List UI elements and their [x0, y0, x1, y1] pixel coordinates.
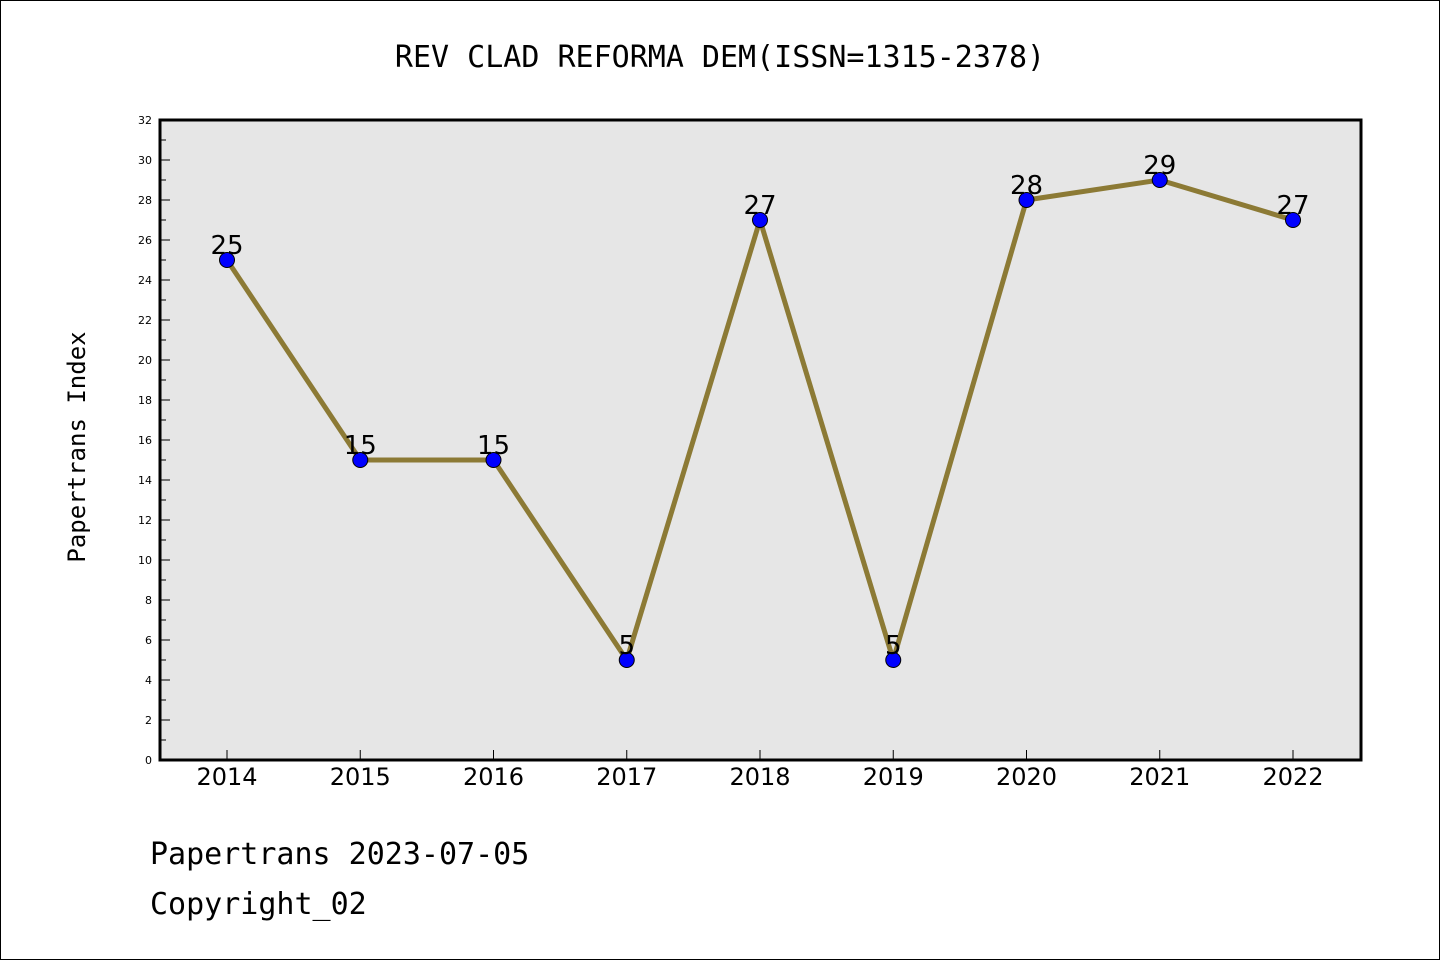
data-label: 15 — [344, 431, 377, 461]
x-axis: 2014 2015 2016 2017 2018 2019 2020 2021 2022 — [196, 750, 1324, 791]
x-tick-label: 2015 — [330, 763, 391, 791]
y-tick-label: 4 — [145, 674, 152, 687]
y-tick-label: 2 — [145, 714, 152, 727]
footer-copyright: Copyright_02 — [150, 887, 367, 922]
y-tick-label: 24 — [138, 274, 152, 287]
series-group — [219, 172, 1301, 668]
y-tick-label: 6 — [145, 634, 152, 647]
data-label: 27 — [1276, 191, 1309, 221]
footer-date: Papertrans 2023-07-05 — [150, 837, 529, 872]
data-label: 29 — [1143, 151, 1176, 181]
chart-title: REV CLAD REFORMA DEM(ISSN=1315-2378) — [395, 40, 1045, 75]
x-tick-label: 2016 — [463, 763, 524, 791]
y-axis-label: Papertrans Index — [63, 331, 91, 562]
data-label: 5 — [885, 631, 902, 661]
x-tick-label: 2017 — [596, 763, 657, 791]
y-tick-label: 12 — [138, 514, 152, 527]
data-point — [618, 652, 635, 668]
data-label: 15 — [477, 431, 510, 461]
data-label: 25 — [210, 231, 243, 261]
x-tick-label: 2014 — [196, 763, 257, 791]
data-point — [219, 252, 235, 268]
data-point — [1285, 212, 1301, 228]
x-tick-label: 2018 — [729, 763, 790, 791]
y-tick-label: 14 — [138, 474, 152, 487]
y-tick-label: 20 — [138, 354, 152, 367]
data-point — [352, 452, 369, 468]
data-point — [885, 652, 902, 668]
x-tick-label: 2022 — [1262, 763, 1323, 791]
data-label: 27 — [743, 191, 776, 221]
data-label: 5 — [618, 631, 635, 661]
data-labels-group: 25 15 15 5 27 5 28 29 27 — [210, 151, 1309, 661]
y-tick-label: 18 — [138, 394, 152, 407]
x-tick-label: 2020 — [996, 763, 1057, 791]
data-point — [1151, 172, 1168, 188]
y-tick-label: 30 — [138, 154, 152, 167]
y-tick-label: 32 — [138, 114, 152, 127]
y-tick-label: 26 — [138, 234, 152, 247]
plot-border — [158, 118, 1363, 762]
y-tick-label: 22 — [138, 314, 152, 327]
y-tick-label: 16 — [138, 434, 152, 447]
data-point — [485, 452, 502, 468]
y-tick-label: 8 — [145, 594, 152, 607]
y-tick-label: 0 — [145, 754, 152, 767]
x-tick-label: 2019 — [863, 763, 924, 791]
data-point — [1018, 192, 1035, 208]
data-point — [752, 212, 768, 228]
y-tick-label: 10 — [138, 554, 152, 567]
data-label: 28 — [1010, 171, 1043, 201]
x-tick-label: 2021 — [1129, 763, 1190, 791]
y-tick-label: 28 — [138, 194, 152, 207]
